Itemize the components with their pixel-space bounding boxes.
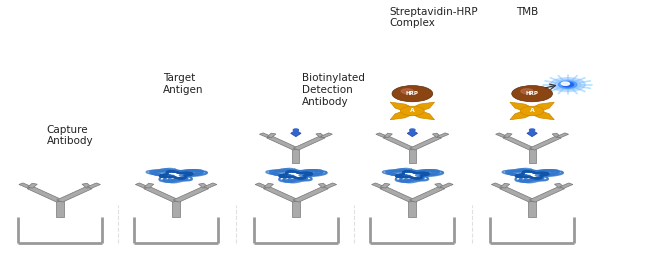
Text: A: A — [410, 108, 415, 113]
Polygon shape — [437, 133, 449, 138]
Circle shape — [392, 86, 433, 102]
Polygon shape — [380, 183, 390, 188]
Polygon shape — [552, 133, 561, 138]
Polygon shape — [528, 102, 554, 113]
Polygon shape — [293, 187, 328, 202]
Polygon shape — [320, 133, 332, 138]
Polygon shape — [135, 183, 149, 188]
Polygon shape — [408, 102, 435, 113]
Polygon shape — [144, 183, 154, 188]
Polygon shape — [173, 187, 209, 202]
Text: Streptavidin-HRP
Complex: Streptavidin-HRP Complex — [390, 6, 478, 28]
Polygon shape — [500, 187, 535, 202]
Polygon shape — [408, 109, 435, 120]
Polygon shape — [293, 136, 325, 150]
Polygon shape — [435, 183, 445, 188]
Circle shape — [521, 89, 533, 94]
Polygon shape — [390, 102, 417, 113]
Polygon shape — [496, 133, 508, 138]
Polygon shape — [409, 149, 416, 163]
Polygon shape — [500, 183, 510, 188]
Polygon shape — [510, 102, 536, 113]
Polygon shape — [390, 109, 417, 120]
Circle shape — [401, 89, 413, 94]
Polygon shape — [267, 133, 276, 138]
Circle shape — [400, 106, 424, 116]
Polygon shape — [318, 183, 328, 188]
Text: Biotinylated
Detection
Antibody: Biotinylated Detection Antibody — [302, 73, 365, 107]
Polygon shape — [407, 130, 417, 137]
Circle shape — [520, 106, 544, 116]
Text: A: A — [530, 108, 534, 113]
Polygon shape — [384, 136, 415, 150]
Circle shape — [530, 129, 535, 131]
Polygon shape — [410, 136, 441, 150]
Polygon shape — [372, 183, 385, 188]
Polygon shape — [266, 136, 298, 150]
Polygon shape — [554, 183, 564, 188]
Polygon shape — [316, 133, 324, 138]
Polygon shape — [410, 187, 445, 202]
Polygon shape — [56, 201, 64, 217]
Polygon shape — [323, 183, 337, 188]
Polygon shape — [259, 133, 271, 138]
Circle shape — [558, 81, 577, 88]
Polygon shape — [27, 187, 62, 202]
Polygon shape — [27, 183, 37, 188]
Polygon shape — [264, 183, 274, 188]
Polygon shape — [408, 201, 417, 217]
Polygon shape — [263, 187, 299, 202]
Polygon shape — [292, 149, 300, 163]
Polygon shape — [527, 130, 538, 137]
Circle shape — [562, 82, 573, 87]
Circle shape — [551, 78, 585, 92]
Polygon shape — [57, 187, 92, 202]
Polygon shape — [529, 187, 565, 202]
Polygon shape — [144, 187, 179, 202]
Circle shape — [410, 129, 415, 131]
Polygon shape — [384, 133, 393, 138]
Text: HRP: HRP — [526, 91, 539, 96]
Polygon shape — [82, 183, 92, 188]
Polygon shape — [560, 183, 573, 188]
Polygon shape — [503, 136, 535, 150]
Polygon shape — [376, 133, 388, 138]
Polygon shape — [198, 183, 208, 188]
Circle shape — [293, 129, 298, 131]
Circle shape — [512, 86, 552, 102]
Polygon shape — [172, 201, 180, 217]
Polygon shape — [504, 133, 512, 138]
Polygon shape — [528, 149, 536, 163]
Polygon shape — [556, 133, 569, 138]
Circle shape — [555, 80, 580, 90]
Circle shape — [562, 82, 569, 85]
Polygon shape — [291, 130, 301, 137]
Polygon shape — [491, 183, 504, 188]
Polygon shape — [292, 201, 300, 217]
Polygon shape — [203, 183, 217, 188]
Text: Capture
Antibody: Capture Antibody — [47, 125, 94, 146]
Polygon shape — [255, 183, 268, 188]
Polygon shape — [380, 187, 415, 202]
Polygon shape — [528, 201, 536, 217]
Polygon shape — [87, 183, 100, 188]
Polygon shape — [440, 183, 453, 188]
Text: HRP: HRP — [406, 91, 419, 96]
Polygon shape — [432, 133, 441, 138]
Polygon shape — [19, 183, 32, 188]
Text: Target
Antigen: Target Antigen — [163, 73, 203, 95]
Text: TMB: TMB — [516, 6, 538, 17]
Polygon shape — [510, 109, 536, 120]
Polygon shape — [529, 136, 561, 150]
Polygon shape — [528, 109, 554, 120]
